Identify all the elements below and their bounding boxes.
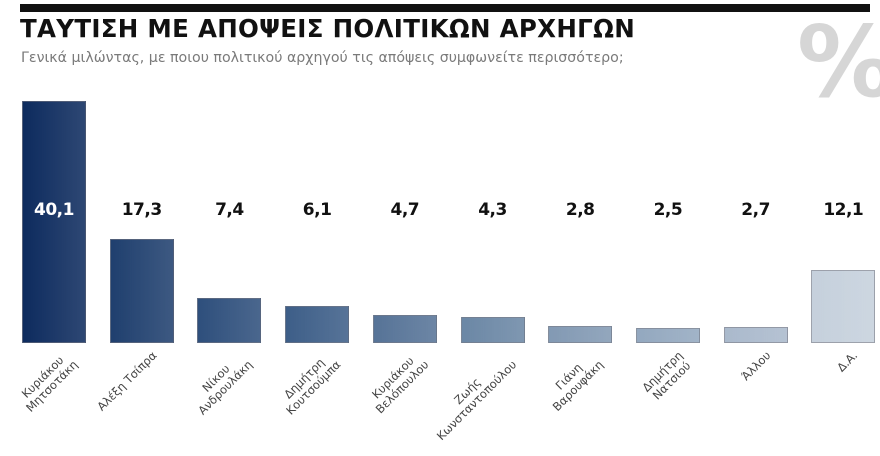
category-label: Δ.Α. [834,348,861,375]
value-label: 17,3 [121,200,162,220]
value-label: 7,4 [215,200,244,220]
chart-subtitle: Γενικά μιλώντας, με ποιου πολιτικού αρχη… [21,50,624,66]
bar [635,327,700,343]
category-label-line: Κωνσταντοπούλου [433,357,519,443]
category-label: Ζωής Κωνσταντοπούλου [425,349,519,443]
bar [197,298,262,343]
bar [723,326,788,343]
bar [548,326,613,343]
bar [460,317,525,343]
value-label: 12,1 [823,200,864,220]
bar [372,314,437,343]
category-label-line: Δ.Α. [834,348,861,375]
bar [285,306,350,343]
value-label: 2,5 [653,200,683,220]
category-label: Κυριάκου Βελόπουλου [364,349,431,416]
value-label: 6,1 [302,200,332,220]
value-label: 40,1 [34,200,74,220]
value-label: 4,7 [390,200,420,220]
category-label-line: Άλλου [738,348,774,384]
header-rule [20,4,870,12]
category-label: Άλλου [738,348,774,384]
category-label-line: Αλέξη Τσίπρα [93,348,160,414]
value-label: 2,7 [741,200,770,220]
value-label: 2,8 [565,200,595,220]
category-label: Δημήτρη Κουτσούμπα [275,349,343,417]
value-label: 4,3 [478,200,507,220]
category-label: Δημήτρη Νατσιού [639,348,695,404]
chart-title: ΤΑΥΤΙΣΗ ΜΕ ΑΠΟΨΕΙΣ ΠΟΛΙΤΙΚΩΝ ΑΡΧΗΓΩΝ [20,14,636,43]
category-label: Γιάνη Βαρουφάκη [541,349,606,413]
category-label: Αλέξη Τσίπρα [93,348,160,414]
category-label: Νίκου Ανδρουλάκη [187,349,256,417]
bar [109,238,174,343]
bar [811,269,876,343]
percent-icon: % [797,14,880,112]
bar [22,101,86,343]
category-label: Κυριάκου Μητσοτάκη [15,349,81,415]
category-label-line: Ζωής [450,374,483,408]
